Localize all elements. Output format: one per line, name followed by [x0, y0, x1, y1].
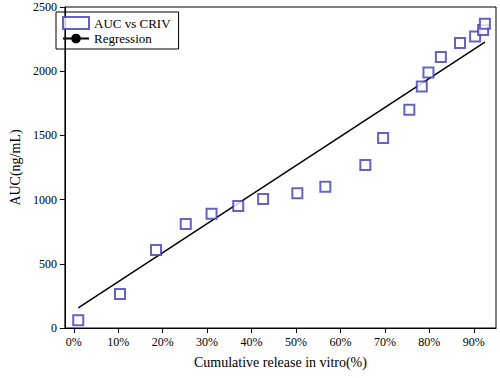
svg-text:30%: 30%: [196, 335, 218, 349]
svg-text:10%: 10%: [107, 335, 129, 349]
svg-text:40%: 40%: [241, 335, 263, 349]
svg-text:1000: 1000: [33, 193, 57, 207]
svg-text:2500: 2500: [33, 0, 57, 14]
svg-text:80%: 80%: [418, 335, 440, 349]
svg-text:1500: 1500: [33, 128, 57, 142]
svg-text:90%: 90%: [463, 335, 485, 349]
svg-text:50%: 50%: [285, 335, 307, 349]
svg-text:60%: 60%: [329, 335, 351, 349]
svg-text:20%: 20%: [152, 335, 174, 349]
svg-text:2000: 2000: [33, 64, 57, 78]
svg-text:0: 0: [51, 321, 57, 335]
svg-text:AUC(ng/mL): AUC(ng/mL): [8, 129, 24, 206]
svg-text:70%: 70%: [374, 335, 396, 349]
svg-text:AUC vs CRIV: AUC vs CRIV: [94, 16, 171, 31]
svg-text:0%: 0%: [66, 335, 82, 349]
svg-text:Regression: Regression: [94, 31, 152, 46]
svg-text:Cumulative release in vitro(%): Cumulative release in vitro(%): [194, 355, 367, 371]
svg-text:500: 500: [39, 257, 57, 271]
